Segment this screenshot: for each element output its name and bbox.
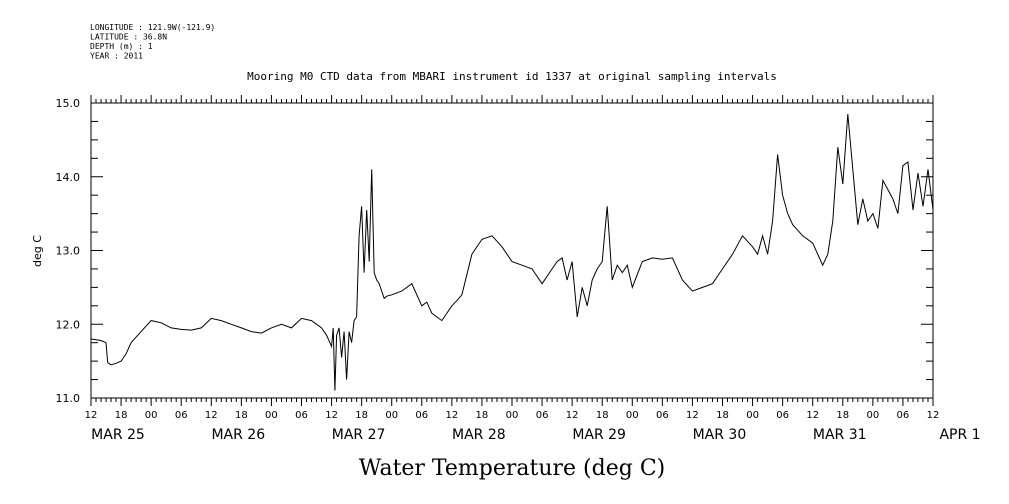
- x-day-label: MAR 26: [211, 427, 265, 443]
- x-hour-label: 00: [866, 410, 879, 421]
- metadata-line: LATITUDE : 36.8N: [90, 33, 167, 42]
- x-hour-label: 18: [836, 410, 849, 421]
- x-hour-label: 12: [325, 410, 338, 421]
- x-hour-label: 12: [927, 410, 940, 421]
- chart-title: Mooring M0 CTD data from MBARI instrumen…: [247, 70, 777, 83]
- x-hour-label: 12: [85, 410, 98, 421]
- y-tick-label: 12.0: [56, 318, 81, 331]
- x-hour-label: 18: [716, 410, 729, 421]
- x-day-label: MAR 30: [693, 427, 747, 443]
- x-hour-label: 18: [355, 410, 368, 421]
- x-hour-label: 18: [596, 410, 609, 421]
- minor-ticks: [95, 99, 929, 402]
- x-day-label: MAR 27: [332, 427, 386, 443]
- y-axis-label: deg C: [31, 235, 44, 267]
- x-hour-label: 06: [295, 410, 308, 421]
- x-hour-label: 06: [175, 410, 188, 421]
- x-day-label: MAR 25: [91, 427, 145, 443]
- x-hour-label: 18: [115, 410, 128, 421]
- x-hour-label: 00: [506, 410, 519, 421]
- y-axis-ticks: 11.0 12.0 13.0 14.0 15.0: [56, 97, 933, 405]
- x-hour-label: 00: [746, 410, 759, 421]
- x-hour-label: 18: [476, 410, 489, 421]
- x-hour-label: 06: [415, 410, 428, 421]
- x-hour-label: 06: [897, 410, 910, 421]
- x-hour-label: 06: [656, 410, 669, 421]
- x-hour-label: 00: [385, 410, 398, 421]
- x-hour-label: 12: [445, 410, 458, 421]
- x-hour-label: 00: [145, 410, 158, 421]
- x-hour-label: 06: [536, 410, 549, 421]
- x-day-label: MAR 29: [572, 427, 626, 443]
- x-hour-label: 12: [566, 410, 579, 421]
- location-metadata: LONGITUDE : 121.9W(-121.9)LATITUDE : 36.…: [90, 23, 215, 61]
- y-tick-label: 11.0: [56, 392, 81, 405]
- x-hour-label: 12: [205, 410, 218, 421]
- x-hour-label: 06: [776, 410, 789, 421]
- x-day-label: MAR 28: [452, 427, 506, 443]
- x-day-label: APR 1: [939, 427, 980, 443]
- series-line: [90, 114, 934, 391]
- x-hour-label: 00: [626, 410, 639, 421]
- x-hour-label: 00: [265, 410, 278, 421]
- x-hour-label: 12: [806, 410, 819, 421]
- metadata-line: LONGITUDE : 121.9W(-121.9): [90, 23, 215, 32]
- y-tick-label: 14.0: [56, 171, 81, 184]
- x-day-label: MAR 31: [813, 427, 867, 443]
- plot-frame: [90, 102, 934, 399]
- x-axis-label: Water Temperature (deg C): [359, 456, 666, 481]
- x-hour-label: 12: [686, 410, 699, 421]
- y-tick-label: 13.0: [56, 245, 81, 258]
- y-tick-label: 15.0: [56, 97, 81, 110]
- metadata-line: DEPTH (m) : 1: [90, 42, 153, 51]
- metadata-line: YEAR : 2011: [90, 52, 143, 61]
- x-hour-label: 18: [235, 410, 248, 421]
- x-axis-ticks: 12 18 00 06 12 18 00 06 12 18 00 06 12 18 00 06 12 18 00 06…: [85, 95, 981, 443]
